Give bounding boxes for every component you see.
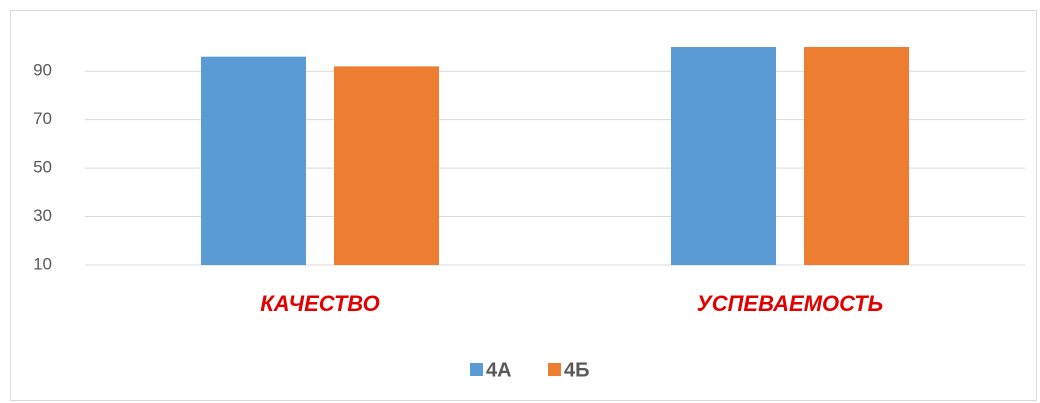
bar [804, 47, 909, 265]
bar [334, 66, 439, 265]
legend-swatch [470, 363, 483, 376]
x-tick-label: КАЧЕСТВО [260, 291, 380, 316]
y-tick-label: 70 [33, 109, 52, 128]
legend-label: 4Б [564, 359, 590, 381]
bar [671, 47, 776, 265]
y-tick-label: 50 [33, 158, 52, 177]
x-tick-label: УСПЕВАЕМОСТЬ [697, 291, 883, 316]
y-tick-label: 90 [33, 61, 52, 80]
y-tick-label: 30 [33, 206, 52, 225]
legend-label: 4А [486, 359, 512, 381]
legend-swatch [548, 363, 561, 376]
y-tick-label: 10 [33, 254, 52, 273]
bar [201, 56, 306, 265]
